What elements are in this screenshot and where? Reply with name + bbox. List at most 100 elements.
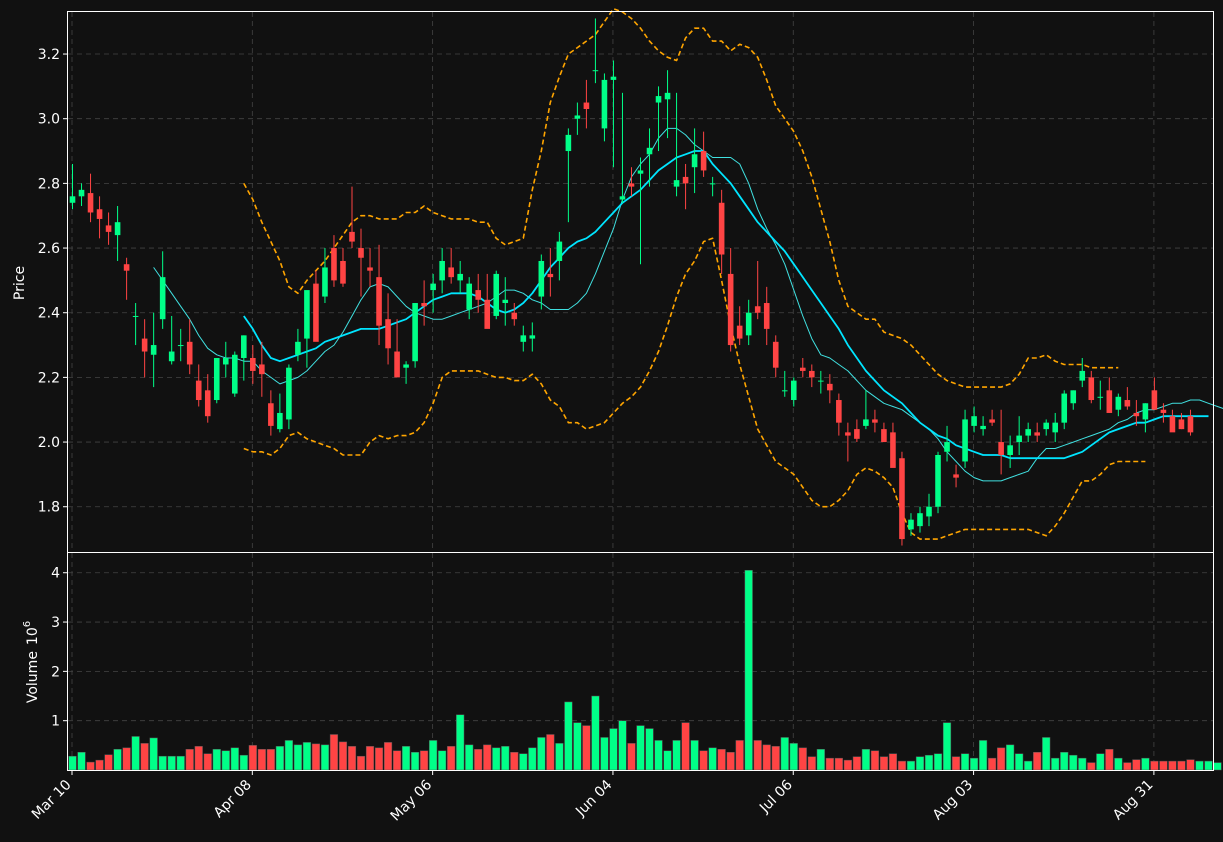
price-tick-label: 2.6 — [38, 241, 60, 257]
volume-bar — [257, 749, 266, 771]
bollinger-lower-line — [243, 237, 1146, 540]
volume-bar — [951, 756, 961, 771]
candle-body — [222, 357, 229, 365]
volume-bar — [636, 725, 645, 771]
candle-body — [574, 115, 581, 119]
candle-body — [592, 70, 599, 72]
volume-bar — [988, 757, 997, 771]
candle-body — [781, 390, 788, 392]
candle-body — [989, 419, 995, 423]
volume-bar — [744, 570, 753, 771]
volume-bar — [1087, 762, 1096, 771]
candle-body — [890, 432, 896, 468]
candle-body — [394, 351, 400, 378]
volume-bar — [528, 747, 537, 771]
volume-tick-label: 1 — [51, 714, 60, 730]
volume-bar — [546, 734, 555, 771]
candle-body — [754, 306, 761, 313]
volume-bar — [979, 740, 988, 771]
candle-body — [745, 312, 752, 336]
candle-body — [132, 315, 139, 317]
volume-bar — [1150, 760, 1159, 771]
volume-bar — [960, 753, 970, 771]
volume-bar — [663, 750, 672, 771]
price-tick-label: 2.4 — [38, 306, 60, 322]
candle-body — [529, 335, 536, 339]
candle-body — [556, 241, 563, 261]
candle-body — [168, 351, 175, 362]
candle-body — [944, 442, 950, 452]
price-axis: 1.8 2.0 2.2 2.4 2.6 2.8 3.0 3.2 — [38, 47, 68, 516]
volume-bar — [1060, 751, 1069, 771]
candle-body — [682, 176, 689, 184]
volume-bar — [447, 746, 456, 771]
candle-body — [917, 513, 923, 527]
volume-bar — [1114, 757, 1123, 771]
volume-bar — [338, 741, 348, 771]
volume-bar — [1024, 760, 1033, 771]
volume-bar — [230, 747, 239, 771]
volume-bar — [438, 750, 447, 771]
volume-bar — [1177, 760, 1186, 771]
volume-bar — [402, 746, 411, 771]
candle-body — [790, 380, 797, 401]
candle-body — [646, 147, 653, 155]
candle-body — [159, 277, 166, 320]
volume-bar — [356, 755, 366, 771]
volume-bar — [870, 750, 879, 771]
candle-body — [538, 260, 545, 297]
candle-body — [105, 225, 112, 232]
candle-body — [1115, 396, 1122, 410]
volume-bar — [582, 725, 591, 771]
candle-body — [114, 222, 121, 236]
volume-bar — [708, 747, 717, 771]
candle-body — [1070, 390, 1077, 404]
volume-bar — [420, 750, 429, 771]
volume-bar — [86, 761, 95, 771]
volume-bar — [564, 701, 573, 771]
volume-bar — [1069, 754, 1078, 771]
candle-body — [691, 154, 698, 168]
candle-body — [349, 231, 355, 242]
candle-body — [799, 367, 806, 371]
candle-body — [809, 370, 815, 378]
volume-bar — [997, 747, 1006, 771]
volume-bar — [618, 720, 627, 771]
volume-bar — [771, 746, 780, 771]
candle-body — [87, 193, 94, 213]
candle-body — [204, 390, 211, 417]
volume-bar — [897, 760, 907, 771]
candle-body — [655, 96, 662, 103]
candle-body — [845, 432, 851, 436]
volume-bar — [627, 743, 636, 771]
price-tick-label: 3.0 — [38, 112, 60, 128]
candle-body — [610, 76, 617, 80]
volume-bar — [1195, 760, 1204, 771]
volume-bar — [1123, 762, 1132, 771]
volume-bar — [429, 740, 438, 771]
volume-bar — [789, 743, 798, 771]
candle-body — [935, 454, 941, 507]
candle-body — [123, 264, 130, 271]
volume-bar — [293, 744, 302, 771]
volume-bar — [1051, 757, 1060, 771]
candle-body — [403, 364, 409, 368]
candle-body — [78, 189, 85, 197]
volume-bar — [248, 745, 257, 771]
volume-bar — [906, 760, 916, 771]
candle-body — [1178, 419, 1185, 430]
volume-axis-label: Volume 106 — [22, 621, 41, 703]
volume-bar — [519, 753, 528, 771]
candle-body — [1034, 432, 1040, 436]
candle-body — [962, 419, 968, 462]
candle-body — [286, 367, 292, 420]
volume-bar — [1204, 760, 1213, 771]
candle-body — [448, 267, 454, 278]
candle-body — [475, 290, 482, 300]
candle-body — [1097, 396, 1104, 398]
candle-body — [412, 303, 418, 362]
candle-body — [736, 325, 743, 339]
volume-tick-label: 2 — [51, 664, 60, 680]
volume-bar — [329, 734, 339, 771]
candle-body — [998, 442, 1004, 455]
